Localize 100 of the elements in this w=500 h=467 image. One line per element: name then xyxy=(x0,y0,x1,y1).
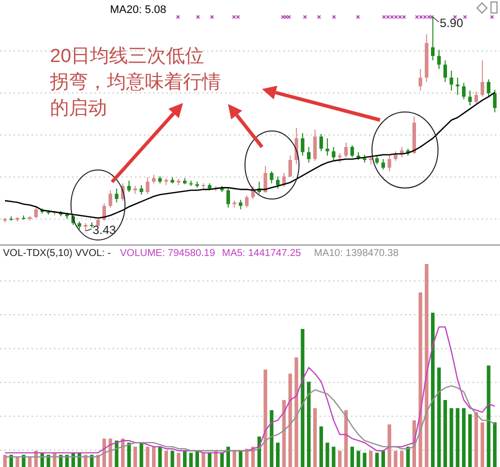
bar xyxy=(3,454,7,467)
bar xyxy=(400,450,404,467)
bar xyxy=(344,410,348,467)
bar xyxy=(381,450,385,467)
bar xyxy=(332,446,336,467)
bar xyxy=(375,452,379,467)
bar xyxy=(437,368,441,467)
bar xyxy=(486,366,490,467)
candlestick xyxy=(332,146,336,160)
bar xyxy=(28,456,32,467)
candlestick xyxy=(313,129,317,162)
bar xyxy=(264,370,268,467)
candlestick xyxy=(276,176,280,190)
candlestick xyxy=(456,77,460,96)
candlestick xyxy=(344,142,348,158)
bar xyxy=(406,446,410,467)
bar xyxy=(394,450,398,467)
bar xyxy=(164,450,168,467)
bar xyxy=(16,456,20,467)
bar xyxy=(282,400,286,467)
text: MA5: 1441747.25 xyxy=(222,248,302,259)
candlestick xyxy=(480,60,484,98)
candlestick xyxy=(350,144,354,158)
text: MA20: 5.08 xyxy=(110,4,166,16)
bar xyxy=(176,452,180,467)
candlestick xyxy=(486,78,490,98)
bar xyxy=(294,357,298,467)
candlestick xyxy=(114,188,118,203)
bar xyxy=(288,374,292,467)
candlestick xyxy=(127,180,131,193)
bar xyxy=(456,408,460,467)
candlestick xyxy=(443,60,447,82)
text: MA10: 1398470.38 xyxy=(314,248,399,259)
bar xyxy=(307,382,311,467)
bar xyxy=(338,450,342,467)
candlestick xyxy=(238,199,242,210)
bar xyxy=(133,446,137,467)
candlestick xyxy=(288,155,292,178)
candlestick xyxy=(226,188,230,208)
bar xyxy=(270,410,274,467)
annotation: 3.43 xyxy=(92,223,116,237)
bar xyxy=(356,450,360,467)
chart-title: VOL-TDX(5,10) VVOL: - xyxy=(3,248,111,259)
candlestick xyxy=(140,184,144,196)
bar xyxy=(245,448,249,467)
bar xyxy=(480,422,484,467)
bar xyxy=(319,426,323,467)
candlestick xyxy=(431,16,435,61)
bar xyxy=(474,412,478,467)
candlestick xyxy=(108,190,112,208)
bar xyxy=(450,408,454,467)
bar xyxy=(195,450,199,467)
bar xyxy=(232,450,236,467)
text: VOLUME: 794580.19 xyxy=(120,248,216,259)
bar xyxy=(468,414,472,467)
bar xyxy=(300,328,304,467)
bar xyxy=(208,452,212,467)
annotation: 5.90 xyxy=(440,16,464,30)
bar xyxy=(146,446,150,467)
bar xyxy=(443,400,447,467)
candlestick xyxy=(462,82,466,100)
bar xyxy=(326,442,330,467)
bar xyxy=(276,442,280,467)
bar xyxy=(170,450,174,467)
bar xyxy=(313,408,317,467)
candlestick xyxy=(381,158,385,170)
bar xyxy=(388,424,392,467)
candlestick xyxy=(300,132,304,156)
candlestick xyxy=(270,170,274,184)
bar xyxy=(183,450,187,467)
bar xyxy=(350,446,354,467)
bar xyxy=(493,422,497,467)
bar xyxy=(202,452,206,467)
bar xyxy=(189,452,193,467)
annotation: 20日均线三次低位拐弯，均意味着行情的启动 xyxy=(49,46,221,119)
bar xyxy=(140,442,144,467)
bar xyxy=(152,446,156,467)
candlestick xyxy=(338,152,342,164)
candlestick xyxy=(468,90,472,106)
bar xyxy=(462,408,466,467)
bar xyxy=(158,446,162,467)
candlestick xyxy=(450,70,454,92)
candlestick xyxy=(319,133,323,152)
candlestick xyxy=(245,194,249,208)
candlestick xyxy=(474,91,478,104)
bar xyxy=(431,312,435,467)
candlestick xyxy=(307,146,311,164)
candlestick xyxy=(493,89,497,113)
candlestick xyxy=(34,207,38,219)
candlestick xyxy=(388,155,392,172)
bar xyxy=(238,450,242,467)
candlestick xyxy=(437,49,441,70)
candlestick xyxy=(146,176,150,194)
candlestick xyxy=(264,166,268,194)
bar xyxy=(362,452,366,467)
bar xyxy=(369,450,373,467)
bar xyxy=(226,446,230,467)
bar xyxy=(127,442,131,467)
bar xyxy=(424,264,428,467)
candlestick xyxy=(326,138,330,156)
